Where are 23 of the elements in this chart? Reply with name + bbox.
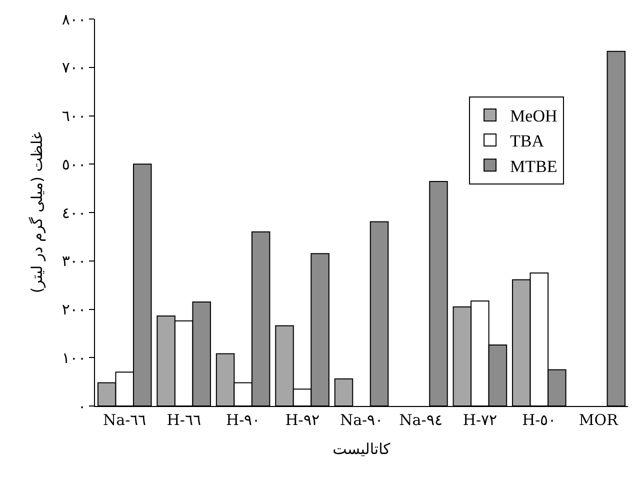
x-tick-label: H-٥٠ — [522, 411, 556, 429]
x-tick-label: MOR — [578, 411, 619, 429]
y-axis-title: غلظت (میلی گرم در لیتر) — [28, 132, 46, 294]
y-tick-label: ٥٠٠ — [62, 155, 86, 174]
y-tick-label: ٠ — [78, 397, 86, 416]
legend-label: MTBE — [510, 156, 558, 176]
y-tick-label: ٢٠٠ — [62, 300, 86, 318]
legend-label: TBA — [510, 132, 545, 151]
x-tick-label: H-٧٢ — [462, 411, 498, 429]
x-tick-label: Na-٦٦ — [103, 411, 146, 429]
x-tick-label: Na-٩٤ — [399, 411, 442, 429]
y-tick-label: ٣٠٠ — [62, 252, 86, 270]
y-tick-label: ٤٠٠ — [62, 204, 86, 222]
legend-label: MeOH — [510, 106, 558, 126]
y-tick-label: ٨٠٠ — [62, 10, 86, 28]
x-tick-label: H-٦٦ — [166, 411, 201, 429]
y-tick-label: ١٠٠ — [62, 348, 86, 367]
y-tick-label: ٦٠٠ — [62, 107, 86, 125]
x-tick-label: H-٩٠ — [226, 411, 260, 429]
x-axis-title: کاتالیست — [332, 440, 392, 458]
x-tick-label: H-٩٢ — [285, 411, 320, 429]
y-tick-label: ٧٠٠ — [62, 58, 86, 77]
x-tick-label: Na-٩٠ — [340, 411, 384, 429]
